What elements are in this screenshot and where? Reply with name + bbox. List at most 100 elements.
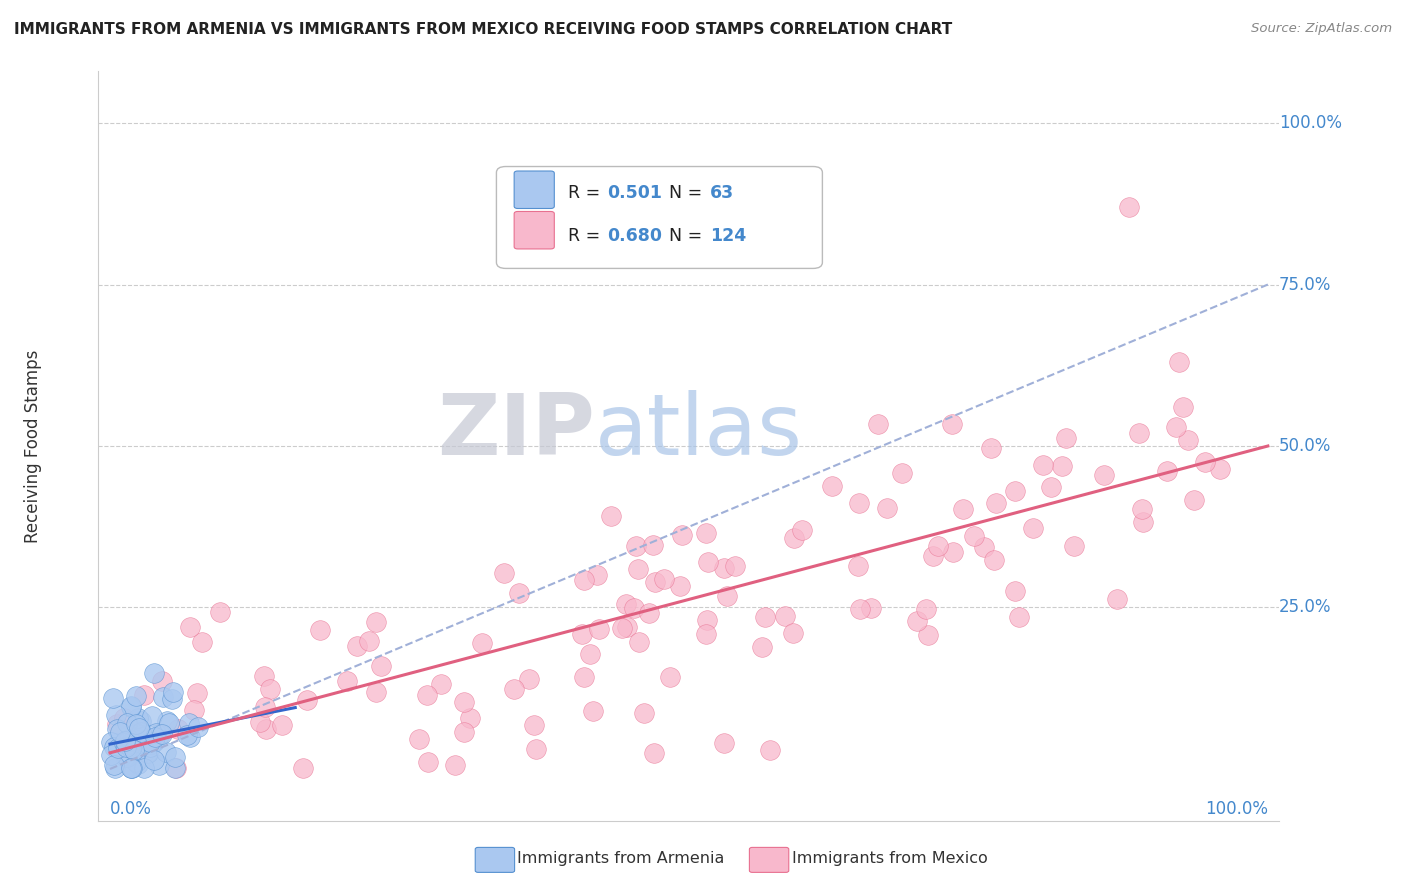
Point [1008, 610, 1031, 624]
Point [586, 568, 609, 582]
Point [644, 574, 666, 589]
Point [671, 528, 693, 542]
Point [759, 742, 782, 756]
Point [127, 727, 149, 741]
Point [614, 597, 637, 611]
Point [253, 669, 276, 683]
Point [177, 715, 200, 730]
Point [572, 573, 595, 587]
Point [105, 716, 128, 731]
Point [942, 544, 965, 558]
Point [849, 602, 872, 616]
FancyBboxPatch shape [515, 211, 554, 249]
Point [783, 531, 806, 545]
Point [1107, 592, 1129, 607]
Point [1209, 462, 1232, 476]
Point [162, 684, 184, 698]
Point [1156, 464, 1178, 478]
Point [658, 670, 681, 684]
Point [1022, 521, 1045, 535]
Point [117, 716, 139, 731]
Point [503, 682, 526, 697]
Point [1004, 584, 1026, 599]
Point [165, 761, 187, 775]
Point [1050, 458, 1073, 473]
Point [114, 734, 136, 748]
Point [139, 739, 162, 754]
Point [100, 735, 122, 749]
Point [143, 730, 166, 744]
Point [1177, 433, 1199, 447]
FancyBboxPatch shape [496, 167, 823, 268]
Point [249, 714, 271, 729]
Point [1128, 426, 1150, 441]
Point [107, 740, 129, 755]
Point [973, 540, 995, 554]
Point [117, 749, 139, 764]
Point [103, 739, 125, 754]
Point [145, 726, 167, 740]
Text: 100.0%: 100.0% [1205, 799, 1268, 818]
Point [599, 508, 621, 523]
Point [866, 417, 889, 431]
Point [963, 528, 986, 542]
Point [121, 761, 143, 775]
Point [453, 724, 475, 739]
Point [308, 623, 330, 637]
Point [118, 732, 141, 747]
Point [179, 730, 201, 744]
Point [1063, 539, 1085, 553]
Text: N =: N = [669, 185, 707, 202]
Point [716, 589, 738, 603]
Point [152, 726, 174, 740]
Point [143, 753, 166, 767]
Point [148, 758, 170, 772]
Point [103, 758, 125, 772]
Point [695, 626, 717, 640]
Point [105, 723, 128, 737]
Point [1194, 455, 1216, 469]
Text: 0.680: 0.680 [607, 227, 662, 245]
Point [134, 761, 156, 775]
Point [782, 625, 804, 640]
Point [259, 682, 281, 697]
Point [790, 523, 813, 537]
Point [848, 496, 870, 510]
Point [138, 735, 160, 749]
Point [370, 658, 392, 673]
Point [1032, 458, 1054, 473]
Point [183, 703, 205, 717]
Point [713, 561, 735, 575]
Point [921, 549, 943, 563]
Text: R =: R = [568, 227, 606, 245]
Point [669, 579, 692, 593]
Text: IMMIGRANTS FROM ARMENIA VS IMMIGRANTS FROM MEXICO RECEIVING FOOD STAMPS CORRELAT: IMMIGRANTS FROM ARMENIA VS IMMIGRANTS FR… [14, 22, 952, 37]
Point [572, 670, 595, 684]
Point [112, 711, 135, 725]
Point [1092, 467, 1115, 482]
Point [120, 741, 142, 756]
Point [150, 674, 173, 689]
Point [139, 737, 162, 751]
Point [408, 731, 430, 746]
Point [125, 717, 148, 731]
Point [860, 601, 883, 615]
Point [131, 724, 153, 739]
Point [120, 699, 142, 714]
Point [458, 711, 481, 725]
Point [179, 619, 201, 633]
Point [129, 714, 152, 729]
Point [1171, 400, 1194, 414]
Point [254, 722, 277, 736]
Point [114, 750, 136, 764]
Point [132, 688, 155, 702]
Text: Immigrants from Armenia: Immigrants from Armenia [517, 851, 724, 865]
Point [143, 665, 166, 680]
Point [890, 466, 912, 480]
Text: N =: N = [669, 227, 707, 245]
Point [291, 761, 314, 775]
Point [295, 692, 318, 706]
Point [120, 761, 142, 775]
Point [914, 602, 936, 616]
Text: 25.0%: 25.0% [1279, 599, 1331, 616]
